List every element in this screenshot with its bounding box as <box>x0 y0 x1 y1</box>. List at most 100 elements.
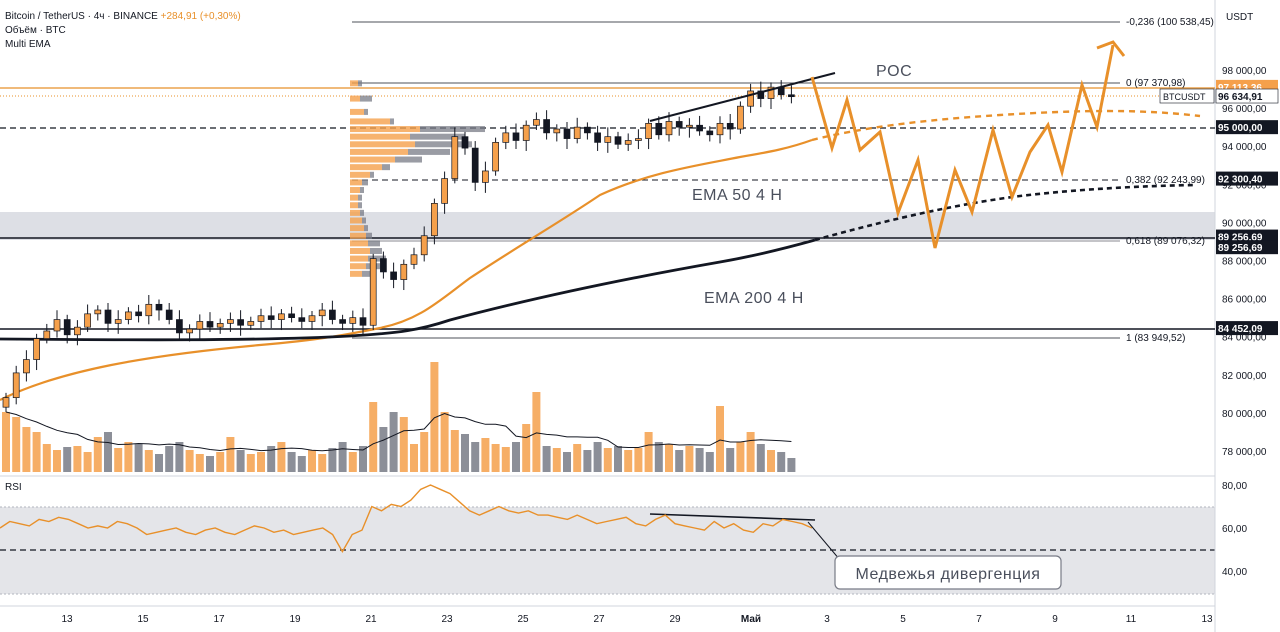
volume-bar <box>471 442 480 472</box>
candle-body <box>686 124 693 128</box>
profile-bar-sell <box>358 194 362 201</box>
ema50-line[interactable] <box>0 138 813 401</box>
profile-bar-sell <box>364 108 368 115</box>
divergence-callout[interactable] <box>834 555 1062 590</box>
volume-bar <box>481 438 490 472</box>
ema50-label[interactable]: EMA 50 4 H <box>692 187 782 204</box>
time-tick-label: 19 <box>289 614 301 625</box>
profile-bar-buy <box>350 95 360 102</box>
candle-body <box>706 130 714 136</box>
profile-bar-buy <box>350 133 410 140</box>
volume-bar <box>532 392 541 472</box>
profile-bar-buy <box>350 118 390 125</box>
profile-bar-sell <box>358 80 362 87</box>
candle-body <box>227 319 234 324</box>
rsi-divergence-line[interactable] <box>649 513 816 521</box>
volume-bar <box>410 444 418 472</box>
profile-bar-sell <box>368 240 380 247</box>
chart-header: Bitcoin / TetherUS · 4ч · BINANCE +284,9… <box>5 10 241 23</box>
price-tick-label: 82 000,00 <box>1222 371 1267 382</box>
candle-body <box>624 140 632 145</box>
candle-body <box>196 321 204 330</box>
candle-body <box>308 315 316 322</box>
candle-body <box>145 303 153 317</box>
poc-label[interactable]: POC <box>876 63 912 80</box>
symbol-tag <box>1159 88 1215 104</box>
candle-body <box>369 258 377 326</box>
candle-body <box>298 317 306 322</box>
candle-body <box>359 317 367 326</box>
fib-label: 0,382 (92 243,99) <box>1126 175 1205 186</box>
candle-body <box>635 138 642 141</box>
volume-bar <box>573 444 582 472</box>
candle-body <box>43 330 51 339</box>
volume-bar <box>328 448 337 472</box>
profile-bar-buy <box>350 225 364 232</box>
price-tag <box>1216 120 1278 135</box>
profile-bar-sell <box>362 270 370 277</box>
volume-bar <box>624 450 633 472</box>
profile-bar-buy <box>350 240 368 247</box>
candle-body <box>94 309 102 315</box>
profile-bar-sell <box>362 179 368 186</box>
price-axis-ticks: 98 000,00 96 000,00 94 000,00 92 000,00 90 0… <box>1222 66 1267 458</box>
candle-body <box>216 323 224 328</box>
symbol-title[interactable]: Bitcoin / TetherUS · 4ч · BINANCE <box>5 11 158 22</box>
profile-bar-sell <box>370 247 382 254</box>
price-tick-label: 78 000,00 <box>1222 447 1267 458</box>
volume-bar <box>155 454 163 472</box>
candle-body <box>349 317 357 324</box>
divergence-pointer <box>807 521 841 561</box>
price-tick-label: 92 000,00 <box>1222 180 1267 191</box>
volume-legend[interactable]: Объём · BTC <box>5 25 66 36</box>
candlestick-series[interactable] <box>2 80 795 412</box>
candle-body <box>767 86 775 99</box>
divergence-label: Медвежья дивергенция <box>856 566 1041 583</box>
volume-bar <box>552 448 561 472</box>
price-projection-zigzag <box>810 44 1115 249</box>
volume-bar <box>318 454 327 472</box>
candle-body <box>788 94 795 98</box>
price-tag <box>1216 171 1278 186</box>
ema50-projection <box>811 109 1201 142</box>
ema-legend[interactable]: Multi EMA <box>5 39 51 50</box>
candle-body <box>206 321 214 328</box>
volume-bar <box>114 448 123 472</box>
volume-bar <box>767 450 775 472</box>
symbol-tag-text: BTCUSDT <box>1163 92 1206 102</box>
volume-bar <box>542 446 551 472</box>
candle-body <box>329 309 336 320</box>
ema200-projection <box>814 183 1196 242</box>
candle-body <box>482 170 489 183</box>
volume-bar <box>583 450 592 472</box>
projection-arrow-head <box>1096 40 1126 57</box>
rsi-tick-label: 80,00 <box>1222 481 1247 492</box>
profile-bar-sell <box>410 133 465 140</box>
volume-bar <box>746 432 755 472</box>
price-tick-label: 90 000,00 <box>1222 218 1267 229</box>
currency-label: USDT <box>1226 12 1253 23</box>
volume-bar <box>2 412 10 472</box>
ema200-label[interactable]: EMA 200 4 H <box>704 290 804 307</box>
rsi-line[interactable] <box>0 484 813 554</box>
candle-body <box>104 309 112 324</box>
candle-body <box>74 326 81 336</box>
volume-bar <box>726 448 735 472</box>
candle-body <box>726 122 734 130</box>
time-tick-label: 11 <box>1126 614 1137 625</box>
profile-bar-buy <box>350 194 358 201</box>
candle-body <box>63 319 71 336</box>
profile-bar-buy <box>350 179 362 186</box>
time-tick-label: 5 <box>900 614 906 625</box>
candle-body <box>237 319 244 326</box>
volume-bar <box>216 452 225 472</box>
volume-profile[interactable] <box>350 80 485 277</box>
poc-trendline[interactable] <box>649 72 836 122</box>
profile-bar-buy <box>350 202 358 209</box>
profile-bar-sell <box>366 232 372 239</box>
ema200-line[interactable] <box>0 238 816 342</box>
candle-body <box>155 303 163 311</box>
profile-bar-sell <box>362 217 366 224</box>
volume-bar <box>338 442 347 472</box>
